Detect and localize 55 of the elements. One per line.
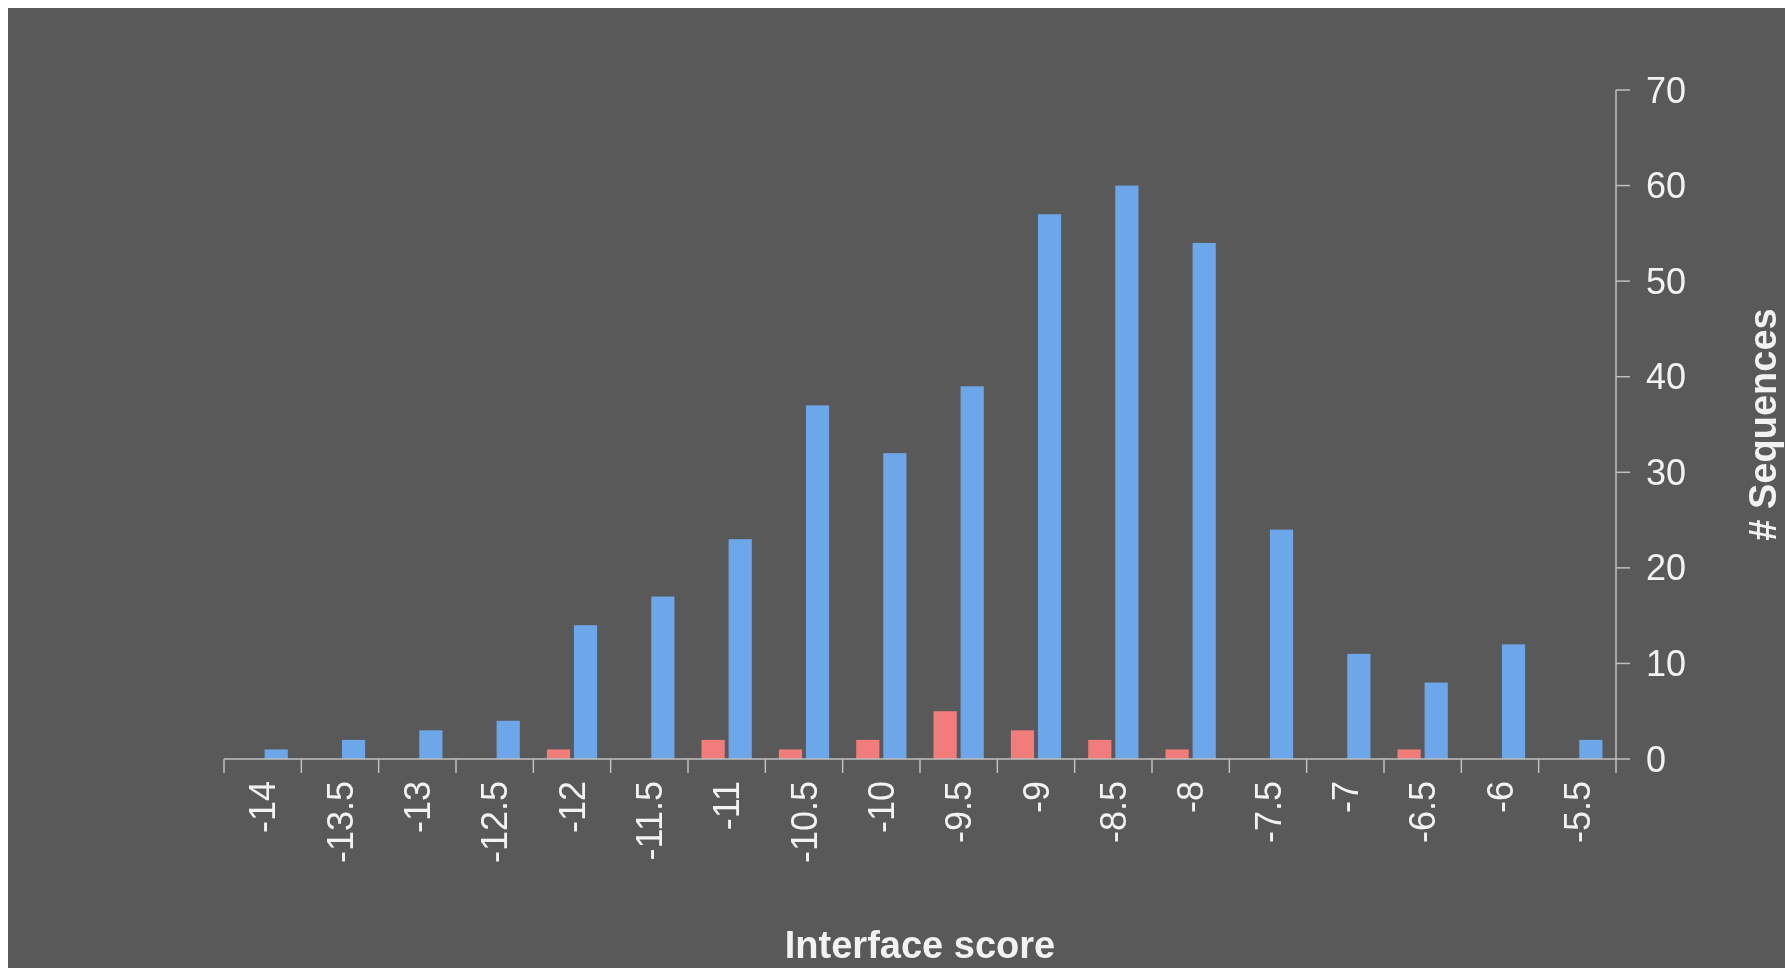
bar xyxy=(1347,653,1371,759)
x-tick-label: -10 xyxy=(860,781,902,834)
bar xyxy=(805,405,830,759)
y-tick-label: 0 xyxy=(1646,738,1667,780)
y-tick-label: 70 xyxy=(1646,69,1687,111)
bar xyxy=(1115,185,1139,759)
bar xyxy=(573,625,598,759)
bar xyxy=(1579,739,1603,759)
x-tick-label: -10.5 xyxy=(783,781,825,864)
bar xyxy=(1424,682,1448,759)
x-tick-label: -7.5 xyxy=(1247,781,1289,844)
x-tick-label: -11 xyxy=(706,781,748,831)
bar xyxy=(778,749,803,759)
y-tick-label: 30 xyxy=(1646,451,1687,493)
x-tick-label: -8.5 xyxy=(1092,781,1134,844)
x-tick-label: -12.5 xyxy=(474,781,516,864)
y-tick-label: 60 xyxy=(1646,165,1687,207)
bar xyxy=(960,386,984,759)
x-tick-label: -9 xyxy=(1015,781,1057,814)
x-tick-label: -5.5 xyxy=(1556,781,1598,844)
bar xyxy=(701,739,725,759)
bar xyxy=(883,453,907,759)
y-tick-label: 50 xyxy=(1646,260,1687,302)
bar xyxy=(651,596,675,759)
bar xyxy=(1501,644,1526,759)
bar xyxy=(1088,739,1112,759)
y-tick-label: 20 xyxy=(1646,547,1687,589)
x-tick-label: -13.5 xyxy=(319,781,361,864)
bar xyxy=(1269,529,1294,759)
x-tick-label: -7 xyxy=(1324,781,1366,814)
x-tick-label: -12 xyxy=(551,781,593,834)
bar xyxy=(264,749,288,759)
bar xyxy=(546,749,571,759)
bar xyxy=(419,730,443,759)
x-tick-label: -13 xyxy=(396,781,438,834)
x-tick-label: -8 xyxy=(1170,781,1212,814)
y-tick-label: 40 xyxy=(1646,356,1687,398)
bar xyxy=(341,739,366,759)
x-tick-label: -9.5 xyxy=(938,781,980,844)
x-tick-label: -11.5 xyxy=(628,781,670,861)
y-tick-label: 10 xyxy=(1646,642,1687,684)
x-tick-label: -6.5 xyxy=(1402,781,1444,844)
x-tick-label: -14 xyxy=(242,781,284,834)
bar xyxy=(496,720,520,759)
bar xyxy=(1010,730,1035,759)
bar xyxy=(1165,749,1189,759)
bar xyxy=(856,739,880,759)
x-tick-label: -6 xyxy=(1479,781,1521,814)
x-axis-title: Interface score xyxy=(784,924,1056,966)
y-axis-title: # Sequences xyxy=(1742,308,1784,541)
bar xyxy=(1037,214,1062,759)
bar xyxy=(728,539,752,759)
bar xyxy=(933,711,957,759)
bar xyxy=(1192,242,1216,759)
bar xyxy=(1397,749,1421,759)
